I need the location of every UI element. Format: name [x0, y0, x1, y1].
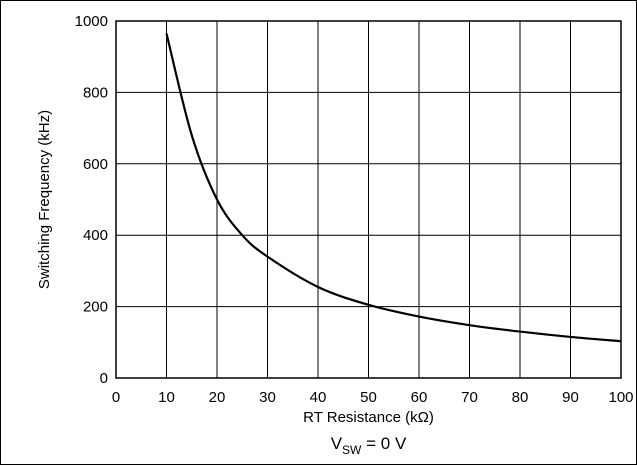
x-tick-label: 40: [310, 389, 327, 406]
x-tick-label: 100: [608, 389, 633, 406]
y-tick-label: 200: [83, 299, 108, 316]
x-tick-label: 20: [209, 389, 226, 406]
x-tick-label: 60: [411, 389, 428, 406]
condition-subscript: SW: [342, 443, 362, 457]
x-tick-label: 0: [112, 389, 120, 406]
x-tick-label: 10: [158, 389, 175, 406]
y-tick-label: 800: [83, 84, 108, 101]
condition-rest: = 0 V: [361, 434, 407, 453]
x-tick-label: 70: [461, 389, 478, 406]
y-tick-label: 400: [83, 227, 108, 244]
y-axis-label: Switching Frequency (kHz): [36, 110, 53, 289]
condition-label: VSW = 0 V: [331, 434, 407, 457]
y-tick-label: 1000: [75, 13, 108, 30]
grid: [115, 20, 622, 379]
x-tick-label: 50: [360, 389, 377, 406]
x-axis-label: RT Resistance (kΩ): [303, 409, 434, 426]
y-tick-label: 0: [100, 370, 108, 387]
condition-main: V: [331, 434, 343, 453]
x-tick-label: 80: [512, 389, 529, 406]
plot-border: [115, 20, 622, 379]
series-line: [165, 33, 622, 343]
x-tick-label: 30: [259, 389, 276, 406]
y-tick-label: 600: [83, 156, 108, 173]
x-tick-label: 90: [562, 389, 579, 406]
